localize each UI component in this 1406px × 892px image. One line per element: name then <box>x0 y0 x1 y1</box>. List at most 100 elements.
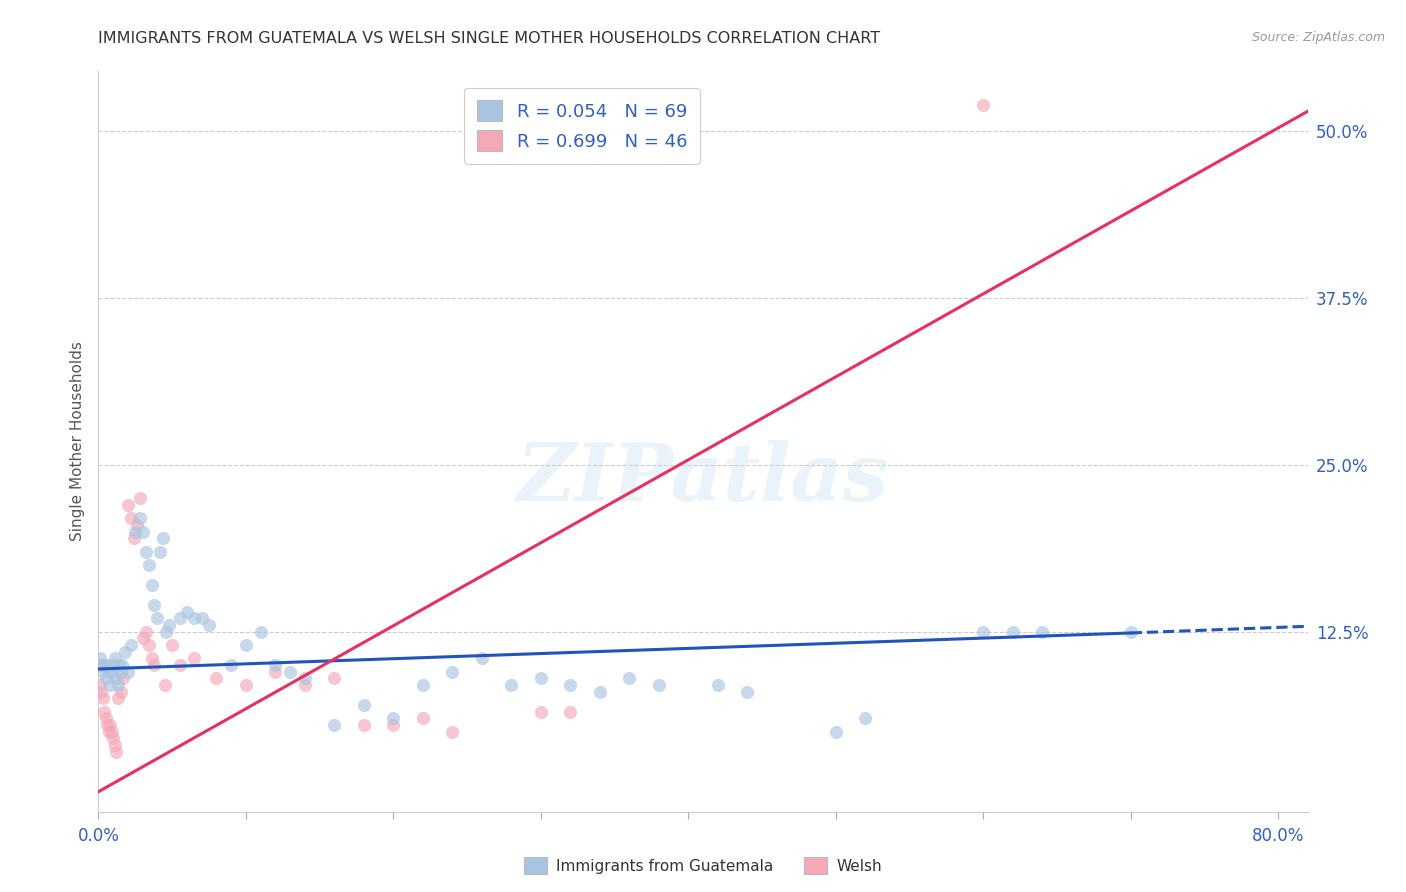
Point <box>94 671 117 685</box>
Legend: Immigrants from Guatemala, Welsh: Immigrants from Guatemala, Welsh <box>517 851 889 880</box>
Point <box>125 517 148 532</box>
Point <box>441 724 464 739</box>
Point <box>138 558 160 572</box>
Point <box>323 671 346 685</box>
Point <box>294 671 316 685</box>
Point <box>114 645 136 659</box>
Point <box>97 665 120 679</box>
Point <box>107 678 129 692</box>
Point <box>249 624 271 639</box>
Point <box>105 671 128 685</box>
Point <box>169 611 191 625</box>
Point <box>98 718 121 732</box>
Point <box>530 705 553 719</box>
Point <box>89 651 111 665</box>
Point <box>143 598 166 612</box>
Point <box>412 711 434 725</box>
Point <box>104 738 127 752</box>
Point <box>90 684 112 698</box>
Point <box>96 657 118 672</box>
Point <box>98 678 121 692</box>
Point <box>706 678 728 692</box>
Point <box>278 665 301 679</box>
Point <box>152 531 174 545</box>
Point <box>160 638 183 652</box>
Point <box>117 665 139 679</box>
Point <box>382 718 405 732</box>
Text: Source: ZipAtlas.com: Source: ZipAtlas.com <box>1251 31 1385 45</box>
Legend: R = 0.054   N = 69, R = 0.699   N = 46: R = 0.054 N = 69, R = 0.699 N = 46 <box>464 87 700 164</box>
Point <box>183 651 205 665</box>
Point <box>141 651 163 665</box>
Point <box>560 678 582 692</box>
Point <box>619 671 641 685</box>
Point <box>93 657 115 672</box>
Point <box>153 678 176 692</box>
Point <box>108 657 131 672</box>
Text: IMMIGRANTS FROM GUATEMALA VS WELSH SINGLE MOTHER HOUSEHOLDS CORRELATION CHART: IMMIGRANTS FROM GUATEMALA VS WELSH SINGL… <box>98 31 880 46</box>
Point <box>117 498 139 512</box>
Point <box>100 724 122 739</box>
Point <box>294 678 316 692</box>
Point <box>155 624 177 639</box>
Point <box>1031 624 1053 639</box>
Point <box>169 657 191 672</box>
Point <box>128 491 150 506</box>
Point <box>264 665 287 679</box>
Point <box>353 718 375 732</box>
Point <box>104 651 127 665</box>
Point <box>105 745 128 759</box>
Text: ZIPatlas: ZIPatlas <box>517 440 889 517</box>
Point <box>143 657 166 672</box>
Point <box>205 671 228 685</box>
Point <box>149 544 172 558</box>
Point <box>135 544 157 558</box>
Point <box>100 665 122 679</box>
Point <box>131 524 153 539</box>
Point <box>264 657 287 672</box>
Point <box>235 638 257 652</box>
Point <box>157 618 180 632</box>
Point <box>91 691 114 706</box>
Point <box>110 665 132 679</box>
Point <box>190 611 212 625</box>
Point <box>96 718 118 732</box>
Point <box>94 711 117 725</box>
Point <box>1001 624 1024 639</box>
Point <box>353 698 375 712</box>
Point <box>501 678 523 692</box>
Point <box>412 678 434 692</box>
Point <box>97 724 120 739</box>
Point <box>124 524 146 539</box>
Y-axis label: Single Mother Households: Single Mother Households <box>69 342 84 541</box>
Point <box>382 711 405 725</box>
Point <box>560 705 582 719</box>
Point <box>91 665 114 679</box>
Point <box>530 671 553 685</box>
Point <box>135 624 157 639</box>
Point <box>128 511 150 525</box>
Point <box>198 618 221 632</box>
Point <box>972 97 994 112</box>
Point <box>112 671 135 685</box>
Point <box>138 638 160 652</box>
Point <box>441 665 464 679</box>
Point <box>120 638 142 652</box>
Point <box>648 678 671 692</box>
Point <box>735 684 758 698</box>
Point <box>972 624 994 639</box>
Point <box>120 511 142 525</box>
Point <box>589 684 612 698</box>
Point <box>235 678 257 692</box>
Point <box>219 657 242 672</box>
Point <box>471 651 494 665</box>
Point <box>1119 624 1142 639</box>
Point <box>323 718 346 732</box>
Point <box>101 657 124 672</box>
Point <box>90 657 112 672</box>
Point <box>824 724 846 739</box>
Point <box>110 684 132 698</box>
Point <box>107 691 129 706</box>
Point <box>853 711 876 725</box>
Point <box>89 678 111 692</box>
